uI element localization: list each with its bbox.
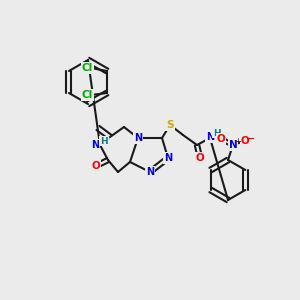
- Text: S: S: [166, 120, 174, 130]
- Text: N: N: [134, 133, 142, 143]
- Text: O: O: [217, 134, 225, 144]
- Text: O: O: [92, 161, 100, 171]
- Text: Cl: Cl: [81, 63, 93, 73]
- Text: H: H: [100, 136, 108, 146]
- Text: H: H: [213, 128, 221, 137]
- Text: N: N: [164, 153, 172, 163]
- Text: N: N: [146, 167, 154, 177]
- Text: N: N: [91, 140, 99, 150]
- Text: Cl: Cl: [81, 90, 93, 100]
- Text: O: O: [241, 136, 249, 146]
- Text: N: N: [206, 132, 214, 142]
- Text: O: O: [196, 153, 204, 163]
- Text: −: −: [246, 134, 256, 144]
- Text: +: +: [235, 136, 242, 146]
- Text: N: N: [229, 140, 237, 150]
